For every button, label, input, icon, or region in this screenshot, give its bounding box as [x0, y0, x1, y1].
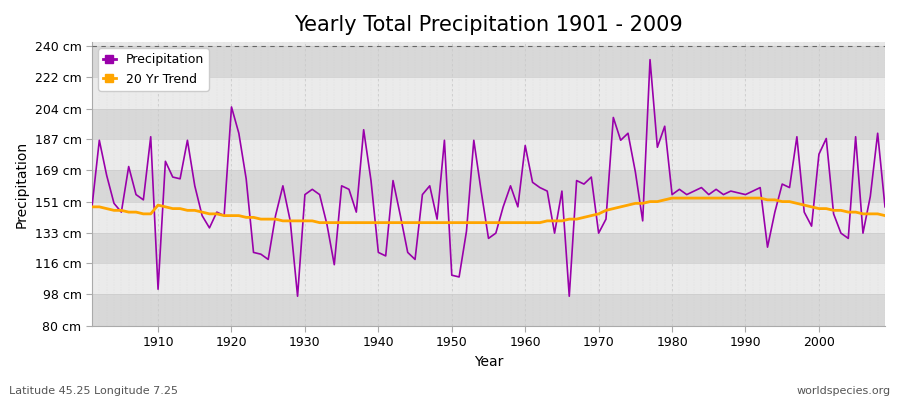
Legend: Precipitation, 20 Yr Trend: Precipitation, 20 Yr Trend — [98, 48, 209, 91]
Title: Yearly Total Precipitation 1901 - 2009: Yearly Total Precipitation 1901 - 2009 — [294, 15, 683, 35]
Bar — [92, 202, 885, 233]
X-axis label: Year: Year — [473, 355, 503, 369]
Text: Latitude 45.25 Longitude 7.25: Latitude 45.25 Longitude 7.25 — [9, 386, 178, 396]
Bar — [92, 138, 885, 170]
Bar — [92, 77, 885, 109]
Bar — [92, 109, 885, 138]
Bar — [92, 46, 885, 77]
Bar — [92, 263, 885, 294]
Y-axis label: Precipitation: Precipitation — [15, 140, 29, 228]
Text: worldspecies.org: worldspecies.org — [796, 386, 891, 396]
Bar — [92, 294, 885, 326]
Bar — [92, 170, 885, 202]
Bar — [92, 233, 885, 263]
